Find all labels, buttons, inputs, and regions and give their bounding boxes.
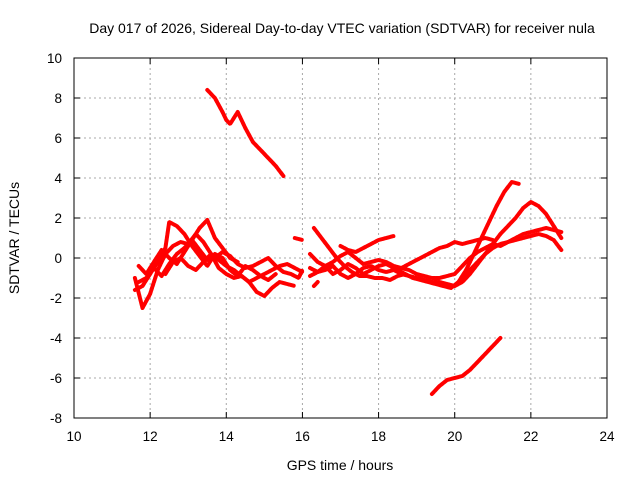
- series-arc-n: [429, 336, 503, 396]
- series-arc-e: [163, 252, 305, 284]
- series-arc-o: [311, 280, 320, 288]
- x-tick-label: 22: [523, 429, 538, 444]
- x-tick-labels: 10 12 14 16 18 20 22 24: [66, 429, 615, 444]
- series-arc-m: [399, 236, 495, 270]
- y-tick-label: 2: [54, 211, 62, 226]
- y-tick-label: -8: [50, 411, 62, 426]
- y-tick-label: 10: [47, 51, 62, 66]
- x-tick-label: 20: [447, 429, 462, 444]
- y-tick-label: 8: [54, 91, 62, 106]
- axis-ticks: [73, 57, 608, 419]
- x-tick-label: 16: [295, 429, 310, 444]
- y-tick-label: -4: [50, 331, 62, 346]
- x-tick-label: 14: [219, 429, 235, 444]
- series-arc-k: [338, 234, 396, 254]
- y-tick-label: 4: [54, 171, 62, 186]
- y-tick-label: -2: [50, 291, 62, 306]
- y-axis-label: SDTVAR / TECUs: [6, 182, 22, 294]
- y-tick-labels: -8 -6 -4 -2 0 2 4 6 8 10: [47, 51, 63, 426]
- series-arc-j: [308, 232, 564, 288]
- x-tick-label: 12: [143, 429, 158, 444]
- y-tick-label: 6: [54, 131, 62, 146]
- x-tick-label: 10: [66, 429, 81, 444]
- series-arc-g: [292, 236, 305, 242]
- series-arc-a: [132, 232, 297, 310]
- y-tick-label: 0: [54, 251, 62, 266]
- x-tick-label: 18: [371, 429, 386, 444]
- series-arc-f: [205, 88, 286, 178]
- series-arc-d: [136, 218, 240, 284]
- plot-frame: [73, 57, 608, 419]
- x-tick-label: 24: [599, 429, 615, 444]
- y-tick-label: -6: [50, 371, 62, 386]
- series-arc-l: [308, 226, 564, 280]
- chart-title: Day 017 of 2026, Sidereal Day-to-day VTE…: [89, 20, 595, 36]
- data-series: [132, 88, 564, 396]
- series-arc-i: [308, 200, 564, 288]
- x-axis-label: GPS time / hours: [287, 457, 394, 473]
